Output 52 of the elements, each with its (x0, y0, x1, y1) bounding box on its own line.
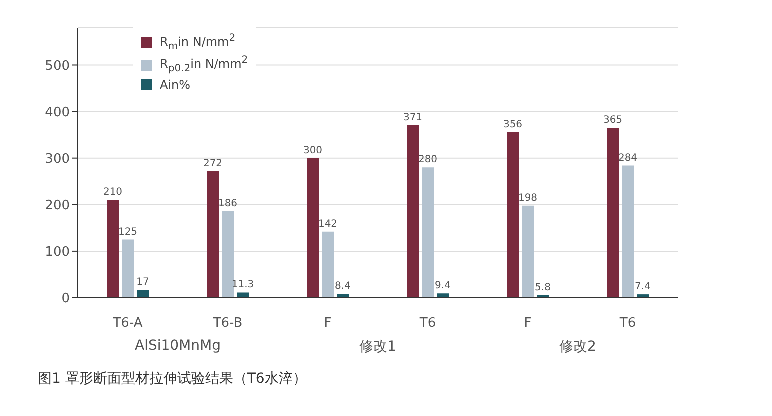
y-tick-label: 100 (45, 245, 70, 260)
data-label: 186 (218, 198, 238, 210)
bar (522, 206, 534, 298)
data-label: 210 (103, 187, 123, 198)
text: 图1 罩形断面型材拉伸试验结果（T6水淬） (38, 371, 307, 387)
data-label: 356 (503, 119, 523, 130)
x-tick-label: T6 (418, 316, 436, 332)
y-tick-label: 300 (45, 152, 70, 167)
bar (237, 292, 249, 298)
bar (222, 211, 234, 298)
data-label: 17 (136, 277, 150, 288)
text: 修改2 (560, 339, 596, 355)
bar (322, 232, 334, 298)
bar (307, 158, 319, 298)
data-label: 9.4 (435, 280, 451, 292)
bar (137, 290, 149, 298)
bar (207, 171, 219, 298)
y-tick-label: 500 (45, 58, 70, 74)
y-tick-label: 0 (62, 292, 70, 307)
bar (107, 200, 119, 298)
x-tick-label: T6-B (212, 316, 243, 332)
data-label: 7.4 (635, 282, 651, 293)
data-label: 371 (403, 112, 423, 124)
bar (422, 168, 434, 298)
bar (407, 125, 419, 298)
y-tick-label: 400 (45, 105, 70, 120)
data-label: 125 (118, 226, 138, 238)
x-tick-label: T6-A (112, 316, 143, 332)
text: 修改1 (360, 339, 396, 355)
x-tick-label: F (324, 316, 332, 332)
text: AlSi10MnMg (135, 338, 221, 354)
bar (122, 240, 134, 298)
data-label: 280 (418, 154, 438, 166)
x-tick-label: F (524, 316, 532, 332)
data-label: 300 (303, 145, 323, 156)
data-label: 5.8 (535, 282, 551, 294)
bar (607, 128, 619, 298)
x-tick-label: T6 (618, 316, 636, 332)
y-tick-label: 200 (45, 198, 70, 214)
legend-label: R$_{p0.2}$in N/mm$^{2}$ (160, 55, 248, 75)
data-label: 11.3 (232, 280, 254, 291)
legend-label: R$_{m}$in N/mm$^{2}$ (160, 33, 236, 52)
data-label: 284 (618, 152, 638, 164)
data-label: 365 (603, 115, 623, 126)
data-label: 272 (203, 158, 223, 170)
data-label: 198 (518, 192, 538, 204)
bar (622, 166, 634, 298)
legend-label: Ain% (160, 78, 191, 92)
bar (437, 294, 449, 298)
bar (507, 132, 519, 298)
data-label: 142 (318, 218, 338, 230)
data-label: 8.4 (335, 281, 351, 292)
